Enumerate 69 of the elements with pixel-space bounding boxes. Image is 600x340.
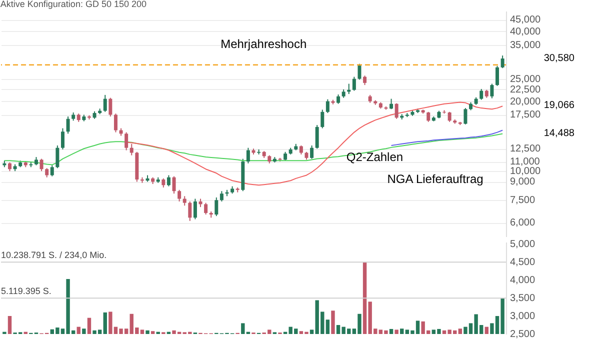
candlestick [162, 178, 166, 188]
candlestick [390, 98, 394, 110]
y-tick-label: 22,500 [510, 84, 542, 96]
candlestick [66, 116, 70, 134]
candlestick [114, 113, 118, 133]
ref-line-label: 5.119.395 S. [1, 286, 52, 296]
candlestick [500, 55, 504, 69]
line-series [126, 102, 504, 186]
candlestick [426, 111, 430, 122]
y-tick-label: 7,500 [510, 195, 536, 206]
candlestick [130, 143, 134, 156]
annotation: NGA Lieferauftrag [387, 172, 484, 186]
candlestick [193, 198, 197, 220]
candlestick [188, 200, 192, 222]
y-tick-label: 3,000 [510, 311, 536, 322]
candlestick [220, 190, 224, 202]
candlestick [358, 63, 362, 80]
candlestick [496, 65, 500, 86]
candlestick [246, 147, 250, 164]
y-tick-label: 17,500 [510, 110, 542, 121]
candlestick [60, 128, 64, 150]
y-tick-label: 4,500 [510, 257, 536, 268]
text: 30,580 [544, 53, 575, 64]
candlestick [320, 109, 324, 129]
y-tick-label: 11,000 [510, 156, 540, 168]
candlestick [394, 102, 398, 120]
y-tick-label: 35,000 [510, 40, 542, 51]
chart-title: Aktive Konfiguration: GD 50 150 200 [0, 0, 146, 9]
y-tick-label: 45,000 [510, 14, 542, 26]
ref-line-label: Mehrjahreshoch [220, 36, 307, 51]
candlestick [56, 144, 60, 169]
candlestick [108, 97, 112, 117]
y-tick-label: 40,000 [510, 26, 542, 38]
y-tick-label: 9,000 [510, 176, 536, 188]
candlestick [490, 83, 494, 99]
candlestick [182, 196, 186, 206]
text: 14,488 [544, 128, 575, 139]
candlestick [336, 94, 340, 104]
candlestick [464, 108, 468, 125]
y-tick-label: 6,000 [510, 218, 536, 229]
candlestick [480, 88, 484, 100]
candlestick [315, 124, 319, 150]
candlestick [45, 168, 49, 178]
candlestick [40, 158, 44, 172]
line-series [390, 130, 504, 146]
candlestick [352, 76, 356, 92]
candlestick [310, 144, 314, 160]
candlestick [166, 174, 170, 187]
candlestick [103, 94, 107, 112]
y-tick-label: 12,500 [510, 144, 542, 155]
text: 19,066 [544, 100, 575, 111]
candlestick [326, 98, 330, 114]
y-tick-label: 2,500 [510, 329, 536, 340]
candlestick [204, 202, 208, 216]
candlestick [50, 164, 54, 177]
y-tick-label: 5,000 [510, 239, 536, 250]
y-tick-label: 3,500 [510, 293, 536, 304]
y-tick-label: 20,000 [510, 96, 542, 108]
candlestick [172, 176, 176, 194]
annotation: Q2-Zahlen [346, 150, 404, 164]
y-tick-label: 4,000 [510, 275, 536, 286]
y-tick-label: 25,000 [510, 74, 542, 85]
y-tick-label: 10,000 [510, 166, 542, 178]
candlestick [448, 111, 452, 122]
candlestick [363, 75, 367, 86]
candlestick [214, 196, 218, 217]
candlestick [124, 132, 128, 151]
candlestick [178, 189, 182, 202]
ref-line-label: 10.238.791 S. / 234,0 Mio. [1, 250, 107, 260]
